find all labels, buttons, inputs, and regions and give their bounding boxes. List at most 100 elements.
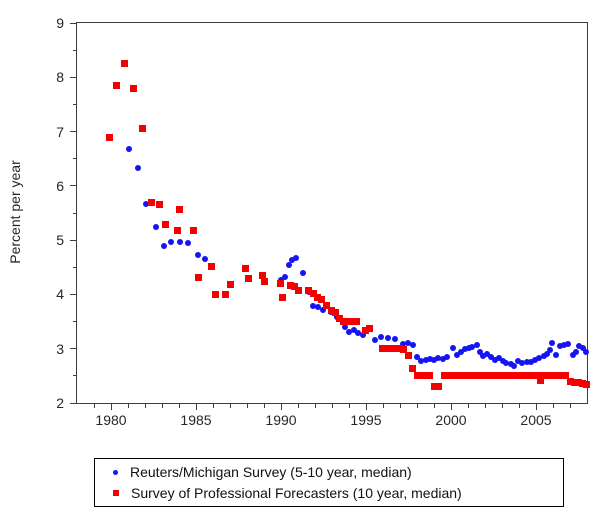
data-point-michigan — [385, 334, 392, 341]
data-point-spf — [291, 282, 299, 290]
legend: Reuters/Michigan Survey (5-10 year, medi… — [94, 458, 564, 507]
y-tick-label: 3 — [56, 340, 64, 357]
x-tick-label: 2000 — [435, 412, 467, 428]
data-point-michigan — [418, 357, 425, 364]
legend-marker-square-icon — [113, 490, 119, 496]
data-point-michigan — [572, 348, 579, 355]
data-point-michigan — [503, 359, 510, 366]
data-point-michigan — [202, 256, 209, 263]
x-minor-tick — [93, 404, 95, 408]
data-point-michigan — [346, 328, 352, 335]
y-major-tick — [70, 239, 76, 241]
data-point-spf — [382, 345, 390, 353]
data-point-michigan — [359, 332, 366, 339]
x-tick-label: 2005 — [520, 412, 552, 428]
x-minor-tick — [127, 404, 129, 408]
data-point-michigan — [278, 276, 284, 283]
data-point-michigan — [569, 351, 576, 358]
data-point-michigan — [168, 238, 175, 245]
x-minor-tick — [348, 404, 350, 408]
data-point-michigan — [314, 304, 321, 311]
data-point-spf — [241, 264, 249, 272]
y-major-tick — [70, 76, 76, 78]
data-point-michigan — [422, 356, 429, 363]
data-point-michigan — [473, 342, 480, 349]
x-minor-tick — [297, 404, 299, 408]
legend-marker-circle-icon — [113, 469, 118, 475]
data-point-michigan — [341, 324, 348, 330]
data-point-michigan — [160, 243, 167, 250]
x-minor-tick — [314, 404, 316, 408]
data-point-michigan — [561, 341, 568, 348]
x-minor-tick — [263, 404, 265, 408]
data-point-michigan — [289, 257, 296, 264]
data-point-spf — [474, 372, 482, 380]
data-point-michigan — [449, 345, 456, 352]
x-minor-tick — [144, 404, 146, 408]
data-point-michigan — [194, 252, 201, 259]
data-point-michigan — [310, 303, 317, 310]
data-point-spf — [430, 383, 438, 391]
data-point-spf — [207, 262, 215, 270]
data-point-michigan — [142, 200, 149, 207]
x-minor-tick — [501, 404, 503, 408]
x-minor-tick — [212, 404, 214, 408]
plot-area — [70, 22, 590, 410]
data-point-spf — [549, 372, 557, 380]
data-point-michigan — [351, 327, 358, 334]
data-point-spf — [440, 372, 448, 380]
y-minor-tick — [72, 321, 76, 323]
data-point-spf — [478, 372, 486, 380]
x-minor-tick — [161, 404, 163, 408]
data-point-michigan — [453, 351, 460, 358]
data-point-spf — [508, 372, 516, 380]
data-point-michigan — [469, 343, 476, 350]
data-point-michigan — [544, 350, 551, 357]
data-point-spf — [399, 345, 407, 353]
data-point-spf — [314, 293, 322, 301]
data-point-michigan — [523, 358, 530, 365]
data-point-spf — [500, 372, 508, 380]
x-minor-tick — [433, 404, 435, 408]
data-point-michigan — [319, 307, 326, 314]
x-minor-tick — [467, 404, 469, 408]
data-point-spf — [491, 372, 499, 380]
data-point-spf — [405, 351, 412, 359]
data-point-spf — [212, 290, 220, 298]
data-point-michigan — [426, 356, 433, 363]
data-point-michigan — [135, 164, 142, 171]
data-point-spf — [336, 315, 344, 323]
data-point-spf — [558, 372, 565, 380]
data-point-spf — [295, 286, 303, 294]
data-point-michigan — [176, 238, 183, 245]
data-point-spf — [138, 125, 146, 133]
data-point-spf — [582, 380, 590, 388]
x-minor-tick — [416, 404, 418, 408]
data-point-spf — [545, 372, 553, 380]
legend-item: Reuters/Michigan Survey (5-10 year, medi… — [113, 462, 563, 483]
y-minor-tick — [72, 158, 76, 160]
data-point-michigan — [532, 357, 539, 364]
data-point-michigan — [556, 343, 563, 349]
data-point-spf — [566, 377, 574, 385]
data-point-spf — [553, 372, 561, 380]
data-point-spf — [340, 318, 348, 326]
data-point-spf — [279, 293, 287, 301]
data-point-spf — [155, 201, 163, 209]
data-point-spf — [327, 307, 335, 315]
data-point-michigan — [285, 261, 292, 268]
data-point-michigan — [507, 361, 514, 368]
legend-label: Survey of Professional Forecasters (10 y… — [131, 485, 462, 501]
data-point-spf — [318, 296, 326, 304]
data-point-spf — [453, 372, 461, 380]
data-point-spf — [227, 281, 235, 289]
data-point-spf — [487, 372, 495, 380]
x-major-tick — [280, 404, 282, 410]
y-major-tick — [70, 402, 76, 404]
y-tick-label: 5 — [56, 232, 64, 249]
x-minor-tick — [229, 404, 231, 408]
data-point-spf — [575, 379, 582, 387]
y-tick-label: 9 — [56, 15, 64, 31]
data-point-spf — [176, 206, 184, 214]
data-point-michigan — [404, 340, 411, 347]
